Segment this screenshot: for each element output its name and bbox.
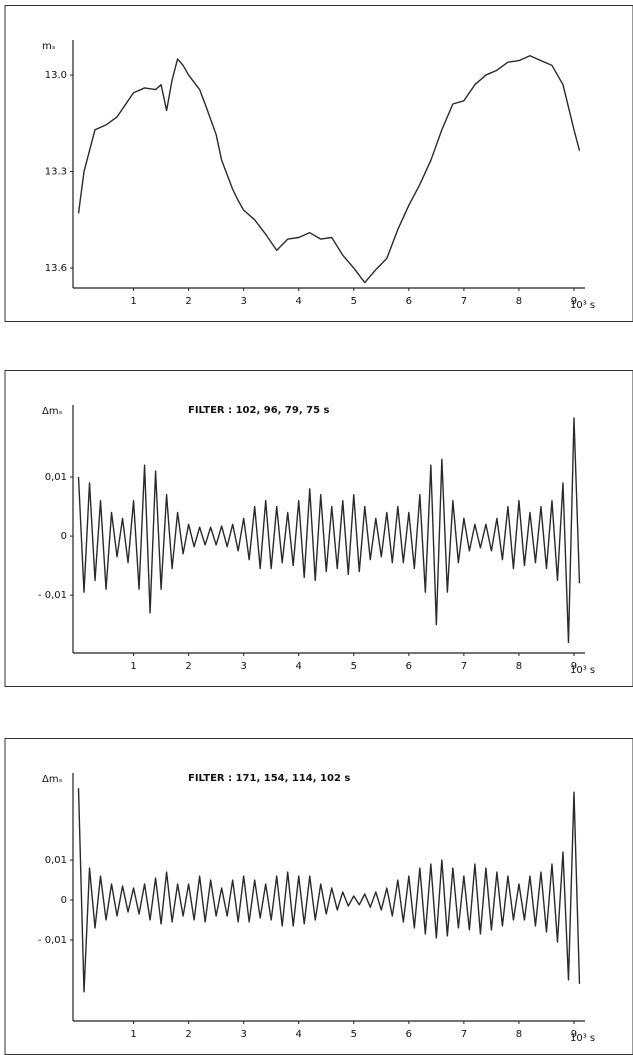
- x-tick-label: 2: [185, 661, 191, 672]
- y-tick-label: 0: [61, 531, 67, 542]
- y-tick-label: - 0,01: [38, 935, 67, 946]
- chart-panel: FILTER : 102, 96, 79, 75 s Δmₛ 10³ s 0,01 0 -…: [4, 370, 633, 687]
- x-axis-label: 10³ s: [570, 665, 595, 676]
- y-axis-label: Δmₛ: [42, 406, 63, 417]
- x-tick-label: 3: [240, 1029, 246, 1040]
- x-tick-label: 6: [406, 661, 412, 672]
- y-tick-label: 13.6: [45, 263, 67, 274]
- x-tick-label: 1: [130, 1029, 136, 1040]
- y-tick-label: 13.0: [45, 70, 67, 81]
- x-tick-label: 1: [130, 661, 136, 672]
- x-tick-label: 8: [516, 1029, 522, 1040]
- x-tick-label: 9: [571, 661, 577, 672]
- x-tick-label: 3: [240, 296, 246, 307]
- chart-title: FILTER : 171, 154, 114, 102 s: [188, 773, 350, 784]
- panel-frame: [4, 370, 633, 687]
- y-tick-label: 0,01: [45, 855, 67, 866]
- x-tick-label: 6: [406, 1029, 412, 1040]
- y-axis-label: Δmₛ: [42, 774, 63, 785]
- chart-panel: FILTER : 171, 154, 114, 102 s Δmₛ 10³ s 0,0…: [4, 738, 633, 1055]
- x-tick-label: 4: [296, 1029, 302, 1040]
- x-tick-label: 8: [516, 296, 522, 307]
- x-tick-label: 2: [185, 1029, 191, 1040]
- x-tick-label: 4: [296, 296, 302, 307]
- data-line: [77, 788, 581, 993]
- x-tick-label: 7: [461, 296, 467, 307]
- x-tick-label: 6: [406, 296, 412, 307]
- x-tick-label: 1: [130, 296, 136, 307]
- y-axis-label: mₛ: [42, 41, 56, 52]
- y-tick-label: 13.3: [45, 167, 67, 178]
- panel-frame: [4, 5, 633, 322]
- y-tick-label: 0,01: [45, 472, 67, 483]
- x-tick-label: 3: [240, 661, 246, 672]
- x-tick-label: 5: [351, 661, 357, 672]
- data-line: [77, 417, 581, 644]
- chart-title: FILTER : 102, 96, 79, 75 s: [188, 405, 330, 416]
- x-tick-label: 7: [461, 661, 467, 672]
- x-tick-label: 9: [571, 296, 577, 307]
- x-tick-label: 8: [516, 661, 522, 672]
- data-line: [77, 55, 581, 284]
- x-tick-label: 5: [351, 1029, 357, 1040]
- y-tick-label: - 0,01: [38, 590, 67, 601]
- x-axis-label: 10³ s: [570, 300, 595, 311]
- y-tick-label: 0: [61, 895, 67, 906]
- x-tick-label: 5: [351, 296, 357, 307]
- x-tick-label: 2: [185, 296, 191, 307]
- x-tick-label: 9: [571, 1029, 577, 1040]
- x-tick-label: 7: [461, 1029, 467, 1040]
- x-axis-label: 10³ s: [570, 1033, 595, 1044]
- chart-panel: mₛ 10³ s 13.0 13.3 13.6 1 2 3 4 5 6 7 8 9: [4, 5, 633, 322]
- x-tick-label: 4: [296, 661, 302, 672]
